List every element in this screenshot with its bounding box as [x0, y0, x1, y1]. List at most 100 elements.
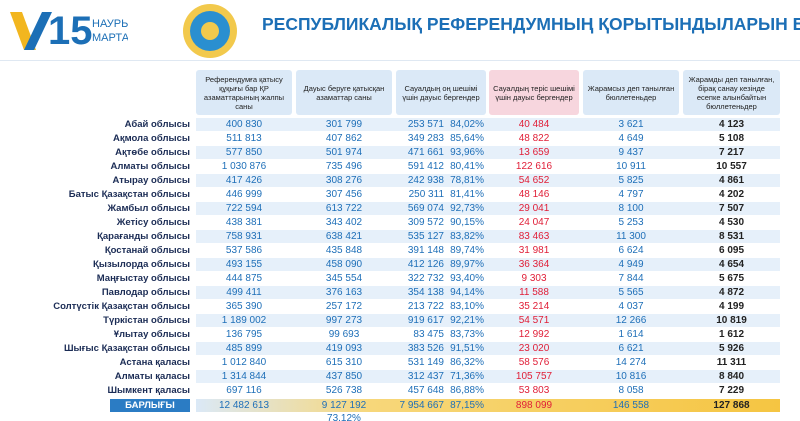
cell-value: 83,73%: [450, 328, 484, 340]
row-name: Павлодар облысы: [101, 287, 190, 298]
cell-value: 322 732: [407, 272, 444, 284]
cell-value: 1 614: [618, 328, 644, 340]
row-name: Шымкент қаласы: [107, 385, 190, 396]
row-name: Ақтөбе облысы: [115, 147, 190, 158]
column-header: Жарамсыз деп танылған бюллетеньдер: [583, 70, 679, 115]
row-name: Қызылорда облысы: [93, 259, 190, 270]
cell-value: 417 426: [225, 174, 263, 186]
cell-value: 437 850: [325, 370, 363, 382]
cell-value: 6 621: [618, 342, 644, 354]
cell-value: 4 872: [718, 286, 745, 298]
cell-value: 4 649: [618, 132, 644, 144]
cell-value: 407 862: [325, 132, 363, 144]
column-header: Сауалдың теріс шешімі үшін дауыс бергенд…: [489, 70, 579, 115]
cell-value: 591 412: [407, 160, 444, 172]
cell-value: 8 058: [618, 384, 644, 396]
cell-value: 638 421: [325, 230, 363, 242]
column-header: Жарамды деп танылған, бірақ санау кезінд…: [683, 70, 780, 115]
cell-value: 7 507: [718, 202, 745, 214]
cell-value: 12 266: [615, 314, 647, 326]
cell-value: 7 844: [618, 272, 644, 284]
row-name: Шығыс Қазақстан облысы: [63, 343, 190, 354]
column-header: Референдумға қатысу құқығы бар ҚР азамат…: [196, 70, 292, 115]
cell-value: 127 868: [713, 399, 750, 411]
cell-value: 5 253: [618, 216, 644, 228]
logo-line: МАРТА: [92, 32, 128, 44]
cell-value: 354 138: [407, 286, 444, 298]
cell-value: 92,73%: [450, 202, 484, 214]
row-name: Ұлытау облысы: [113, 329, 190, 340]
column-header: Сауалдың оң шешімі үшін дауыс бергендер: [396, 70, 486, 115]
row-name: Алматы қаласы: [114, 371, 190, 382]
row-name: Батыс Қазақстан облысы: [68, 189, 190, 200]
row-name: Абай облысы: [124, 119, 190, 130]
cell-value: 898 099: [515, 399, 553, 411]
cell-value: 13 659: [518, 146, 550, 158]
cell-value: 136 795: [225, 328, 263, 340]
cell-value: 91,51%: [450, 342, 484, 354]
row-bg: [196, 118, 780, 131]
cell-value: 213 722: [407, 300, 444, 312]
cell-value: 4 654: [718, 258, 745, 270]
cell-value: 1 189 002: [221, 314, 267, 326]
row-name: Ақмола облысы: [112, 133, 190, 144]
emblem: [183, 4, 237, 58]
cell-value: 78,81%: [450, 174, 484, 186]
cell-value: 376 163: [325, 286, 363, 298]
cell-value: 9 303: [521, 272, 547, 284]
row-bg: [196, 202, 780, 215]
cell-value: 471 661: [407, 146, 444, 158]
cell-value: 10 911: [616, 160, 646, 172]
cell-value: 349 283: [407, 132, 444, 144]
logo-line: НАУРЫЗ: [92, 18, 128, 30]
cell-value: 5 926: [718, 342, 745, 354]
row-bg: [196, 300, 780, 313]
turnout: 73,12%: [327, 413, 361, 421]
cell-value: 6 624: [618, 244, 644, 256]
cell-value: 308 276: [325, 174, 363, 186]
cell-value: 435 848: [325, 244, 363, 256]
cell-value: 997 273: [325, 314, 363, 326]
cell-value: 457 648: [407, 384, 444, 396]
cell-value: 7 229: [718, 384, 745, 396]
cell-value: 86,32%: [450, 356, 484, 368]
cell-value: 23 020: [518, 342, 550, 354]
cell-value: 83,10%: [450, 300, 484, 312]
row-name: Солтүстік Қазақстан облысы: [53, 301, 190, 312]
row-bg: [196, 314, 780, 327]
row-bg: [196, 342, 780, 355]
cell-value: 365 390: [225, 300, 263, 312]
cell-value: 735 496: [325, 160, 363, 172]
cell-value: 7 954 667: [399, 399, 445, 411]
cell-value: 253 571: [407, 118, 444, 130]
cell-value: 53 803: [518, 384, 550, 396]
cell-value: 697 116: [226, 384, 262, 396]
cell-value: 535 127: [407, 230, 444, 242]
cell-value: 419 093: [325, 342, 363, 354]
cell-value: 446 999: [225, 188, 263, 200]
column-header: Дауыс беруге қатысқан азаматтар саны: [296, 70, 392, 115]
cell-value: 92,21%: [450, 314, 484, 326]
cell-value: 412 126: [407, 258, 444, 270]
cell-value: 83 475: [413, 328, 444, 340]
cell-value: 90,15%: [450, 216, 484, 228]
cell-value: 146 558: [612, 399, 650, 411]
cell-value: 501 974: [325, 146, 363, 158]
cell-value: 4 037: [618, 300, 644, 312]
cell-value: 5 825: [618, 174, 644, 186]
total-label: БАРЛЫҒЫ: [110, 399, 190, 412]
cell-value: 105 757: [515, 370, 553, 382]
row-name: Алматы облысы: [110, 161, 190, 172]
row-bg: [196, 244, 780, 257]
title: РЕСПУБЛИКАЛЫҚ РЕФЕРЕНДУМНЫҢ ҚОРЫТЫНДЫЛАР…: [262, 14, 800, 34]
cell-value: 722 594: [225, 202, 263, 214]
divider: [0, 60, 800, 61]
row-bg: [196, 230, 780, 243]
cell-value: 35 214: [518, 300, 550, 312]
cell-value: 537 586: [225, 244, 263, 256]
cell-value: 89,74%: [450, 244, 484, 256]
cell-value: 4 199: [718, 300, 745, 312]
cell-value: 29 041: [518, 202, 550, 214]
row-bg: [196, 328, 780, 341]
row-name: Қостанай облысы: [104, 245, 190, 256]
